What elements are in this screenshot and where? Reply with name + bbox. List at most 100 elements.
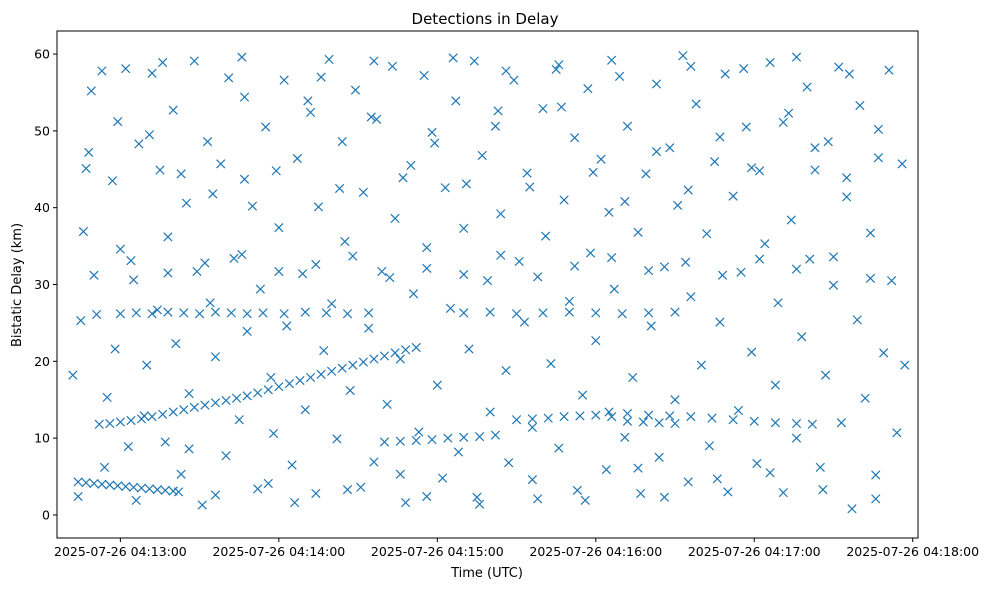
data-point xyxy=(770,380,781,390)
data-point xyxy=(607,252,617,263)
data-point xyxy=(622,416,633,426)
data-point xyxy=(345,385,355,396)
data-point xyxy=(430,138,440,148)
data-point xyxy=(749,416,759,426)
data-point xyxy=(493,106,503,116)
data-point xyxy=(609,284,619,294)
data-point xyxy=(834,62,844,72)
data-point xyxy=(665,143,675,153)
data-point xyxy=(295,375,305,386)
data-point xyxy=(387,61,398,71)
data-point xyxy=(511,309,522,319)
data-point xyxy=(422,243,432,253)
data-point xyxy=(823,136,833,147)
data-point xyxy=(805,254,815,264)
data-point xyxy=(147,309,157,319)
series-track-flat-10km xyxy=(379,410,680,447)
data-point xyxy=(554,60,564,70)
data-point xyxy=(440,183,450,193)
data-point xyxy=(364,308,374,318)
data-point xyxy=(760,239,770,249)
data-point xyxy=(828,280,839,290)
data-point xyxy=(105,418,115,429)
data-point xyxy=(327,299,337,309)
data-point xyxy=(105,480,115,490)
x-tick-label: 2025-07-26 04:17:00 xyxy=(688,544,821,559)
data-point xyxy=(464,344,474,354)
data-point xyxy=(158,409,168,419)
data-point xyxy=(337,363,347,373)
data-point xyxy=(691,99,701,109)
data-point xyxy=(617,309,627,319)
data-point xyxy=(871,470,881,480)
data-point xyxy=(128,482,139,492)
data-point xyxy=(382,399,392,409)
data-point xyxy=(237,52,247,62)
data-point xyxy=(342,484,353,495)
data-point xyxy=(770,418,781,428)
data-point xyxy=(570,133,580,143)
data-point xyxy=(797,332,807,342)
data-point xyxy=(234,415,244,425)
data-point xyxy=(210,352,221,362)
data-point xyxy=(791,52,802,62)
data-point xyxy=(200,400,210,410)
data-point xyxy=(643,266,654,276)
data-point xyxy=(654,452,664,462)
data-point xyxy=(871,494,881,504)
data-point xyxy=(271,166,281,176)
data-point xyxy=(847,504,857,514)
data-point xyxy=(884,65,894,75)
data-point xyxy=(247,201,258,211)
data-point xyxy=(216,159,226,169)
data-point xyxy=(279,309,289,319)
data-point xyxy=(496,209,506,219)
data-point xyxy=(728,191,738,201)
data-point xyxy=(443,433,453,443)
data-point xyxy=(84,147,94,157)
data-point xyxy=(572,485,582,495)
data-point xyxy=(746,163,757,173)
data-point xyxy=(194,309,205,319)
data-point xyxy=(720,69,730,79)
data-point xyxy=(543,413,553,423)
data-point xyxy=(113,481,123,491)
data-point xyxy=(614,71,625,81)
data-point xyxy=(546,358,556,369)
data-point xyxy=(445,303,456,313)
data-point xyxy=(210,307,221,317)
data-point xyxy=(142,360,152,370)
data-point xyxy=(469,56,479,66)
data-point xyxy=(459,269,469,280)
data-point xyxy=(102,392,112,403)
data-point xyxy=(76,315,86,326)
data-point xyxy=(89,270,99,280)
data-point xyxy=(390,348,400,358)
data-point xyxy=(107,176,118,186)
data-point xyxy=(189,56,199,66)
data-point xyxy=(279,75,289,85)
data-point xyxy=(472,492,482,502)
data-point xyxy=(680,257,691,267)
data-point xyxy=(622,408,633,419)
data-point xyxy=(683,185,693,195)
data-point xyxy=(715,132,725,142)
data-point xyxy=(229,253,239,264)
data-point xyxy=(511,415,522,425)
data-point xyxy=(646,321,656,331)
data-point xyxy=(274,223,284,233)
data-point xyxy=(163,232,173,242)
data-point xyxy=(638,417,648,427)
data-point xyxy=(184,444,194,454)
data-point xyxy=(580,495,590,505)
series-track-falling-13-to-12km xyxy=(604,407,817,429)
data-point xyxy=(519,317,530,327)
data-point xyxy=(242,326,252,336)
data-point xyxy=(224,73,234,83)
data-point xyxy=(778,117,788,128)
y-tick-label: 10 xyxy=(34,431,50,446)
data-point xyxy=(136,483,147,493)
data-point xyxy=(113,117,123,127)
